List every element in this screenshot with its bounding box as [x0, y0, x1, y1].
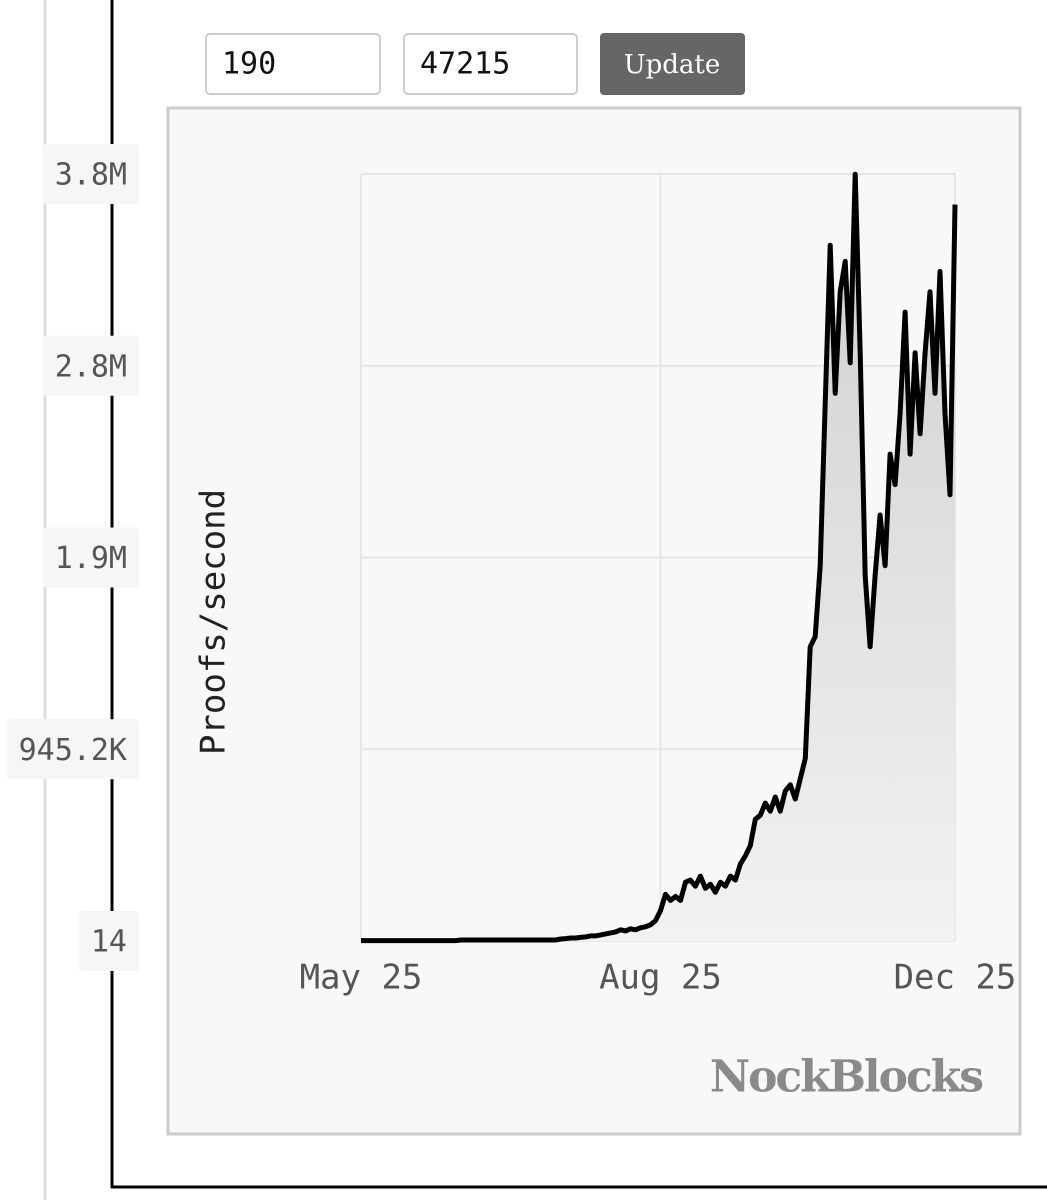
button-label: Update: [624, 50, 721, 80]
tick-label-bg: [78, 911, 139, 971]
tick-label-bg: [42, 527, 139, 588]
text-input[interactable]: [205, 33, 381, 95]
y-tick-label: 1.9M: [55, 541, 127, 576]
line: [361, 171, 958, 944]
x-tick-label: May 25: [300, 958, 423, 998]
y-tick-label: 2.8M: [55, 349, 127, 384]
tick-label-bg: [42, 335, 139, 396]
y-tick-label: 3.8M: [55, 158, 127, 193]
y-tick-label: 945.2K: [19, 733, 127, 768]
y-axis-label: Proofs/second: [194, 489, 234, 755]
text-input[interactable]: [403, 33, 578, 95]
input-value: 47215: [420, 47, 510, 82]
tick-label-bg: [6, 719, 139, 780]
update-button[interactable]: [600, 33, 745, 95]
x-tick-label: Aug 25: [599, 958, 722, 998]
input-value: 190: [222, 47, 276, 82]
y-tick-label: 14: [91, 925, 127, 960]
tick-label-bg: [42, 144, 139, 204]
x-tick-label: Dec 25: [894, 958, 1017, 998]
watermark: NockBlocks: [710, 1052, 982, 1103]
